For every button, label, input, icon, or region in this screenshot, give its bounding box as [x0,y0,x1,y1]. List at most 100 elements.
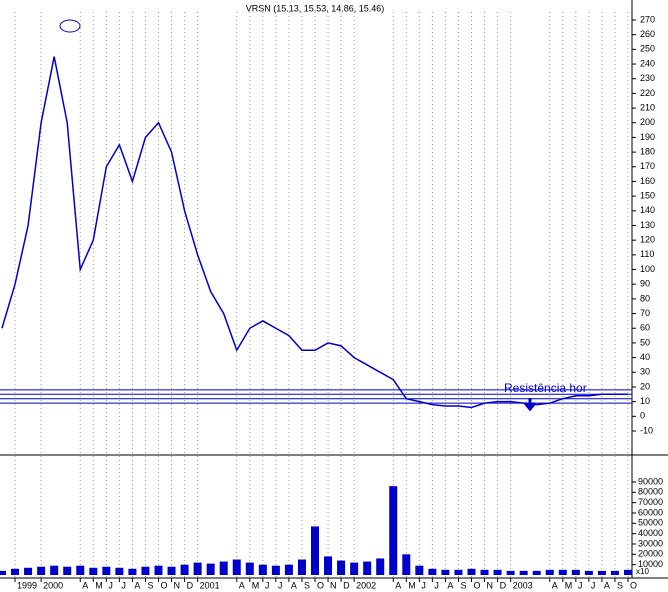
volume-bar [337,560,346,575]
y-tick-label: 30000 [638,538,663,548]
y-tick-label: 90000 [638,476,663,486]
y-tick-label: 160 [640,176,655,186]
x-tick-label: A [239,580,245,590]
x-tick-label: A [395,580,401,590]
x-tick-label: D [343,580,350,590]
volume-bar [258,564,267,575]
x-tick-label: J [578,580,583,590]
chart-title: VRSN (15.13, 15.53, 14.86, 15.46) [246,3,385,13]
volume-bar [597,570,606,575]
volume-bar [102,566,111,575]
volume-bar [558,569,567,575]
x-tick-label: J [591,580,596,590]
x-tick-label: S [147,580,153,590]
logo [59,19,81,33]
y-tick-label: -10 [640,425,653,435]
x-tick-label: A [134,580,140,590]
logo-shape [59,19,81,33]
y-tick-label: 100 [640,264,655,274]
volume-bar [454,569,463,575]
volume-bar [506,570,515,575]
volume-bar [324,556,333,575]
x-tick-label: O [161,580,168,590]
volume-bar [610,570,619,575]
x-tick-label: M [565,580,573,590]
y-tick-label: 190 [640,132,655,142]
x-tick-label: N [174,580,181,590]
y-tick-label: 130 [640,220,655,230]
volume-bar [76,565,85,575]
y-tick-label: 30 [640,367,650,377]
x-tick-label: D [187,580,194,590]
x-tick-label: S [617,580,623,590]
volume-bar [232,559,241,575]
y-tick-label: 180 [640,146,655,156]
volume-bar [350,562,359,575]
price-line [1,56,628,409]
x-tick-label: 2002 [356,580,376,590]
y-tick-label: 110 [640,249,654,259]
volume-bar [154,565,163,575]
volume-bar [245,562,254,575]
volume-bar [311,526,319,575]
volume-bar [63,566,72,575]
volume-bar [441,569,450,575]
x-tick-label: A [82,580,88,590]
unit-label: x10 [636,567,649,576]
volume-bar [37,566,46,575]
volume-bar [128,568,137,575]
y-tick-label: 10000 [638,559,663,569]
x-tick-label: A [291,580,297,590]
volume-bar [141,566,150,575]
y-tick-label: 140 [640,205,655,215]
volume-bar [376,558,385,575]
x-tick-label: A [447,580,453,590]
x-tick-label: N [487,580,494,590]
y-tick-label: 70 [640,308,650,318]
volume-bar [89,567,98,575]
y-tick-label: 10 [640,396,650,406]
x-tick-label: M [408,580,416,590]
volume-bar [193,562,202,575]
y-tick-label: 120 [640,235,655,245]
y-tick-label: 80000 [638,487,663,497]
volume-bar [571,569,580,575]
y-tick-label: 90 [640,279,650,289]
x-tick-label: J [421,580,426,590]
volume-bar [167,566,176,575]
y-tick-label: 220 [640,88,655,98]
y-tick-label: 20 [640,381,650,391]
volume-bar [363,561,372,575]
x-tick-label: J [121,580,126,590]
volume-bar [480,569,489,575]
volume-bar [11,568,20,575]
y-tick-label: 200 [640,117,655,127]
volume-bar [271,565,280,575]
y-tick-label: 60000 [638,507,663,517]
y-tick-label: 80 [640,293,650,303]
y-tick-label: 0 [640,411,645,421]
y-tick-label: 170 [640,161,655,171]
volume-bar [180,564,189,575]
y-tick-label: 40000 [638,528,663,538]
y-tick-label: 70000 [638,497,663,507]
volume-bar [284,564,293,575]
x-tick-label: M [252,580,260,590]
volume-bar [402,554,411,575]
volume-bar [219,561,228,575]
y-tick-label: 270 [640,14,655,24]
volume-bar [519,570,528,575]
x-tick-label: S [304,580,310,590]
volume-bar [467,568,476,575]
x-tick-label: O [474,580,481,590]
volume-bar [415,565,424,575]
volume-bar [532,570,541,575]
x-tick-label: N [330,580,337,590]
x-tick-label: 1999 [17,580,37,590]
x-tick-label: J [434,580,439,590]
y-tick-label: 50 [640,337,650,347]
volume-bar [545,569,554,575]
x-tick-label: 2000 [43,580,63,590]
x-tick-label: J [108,580,113,590]
